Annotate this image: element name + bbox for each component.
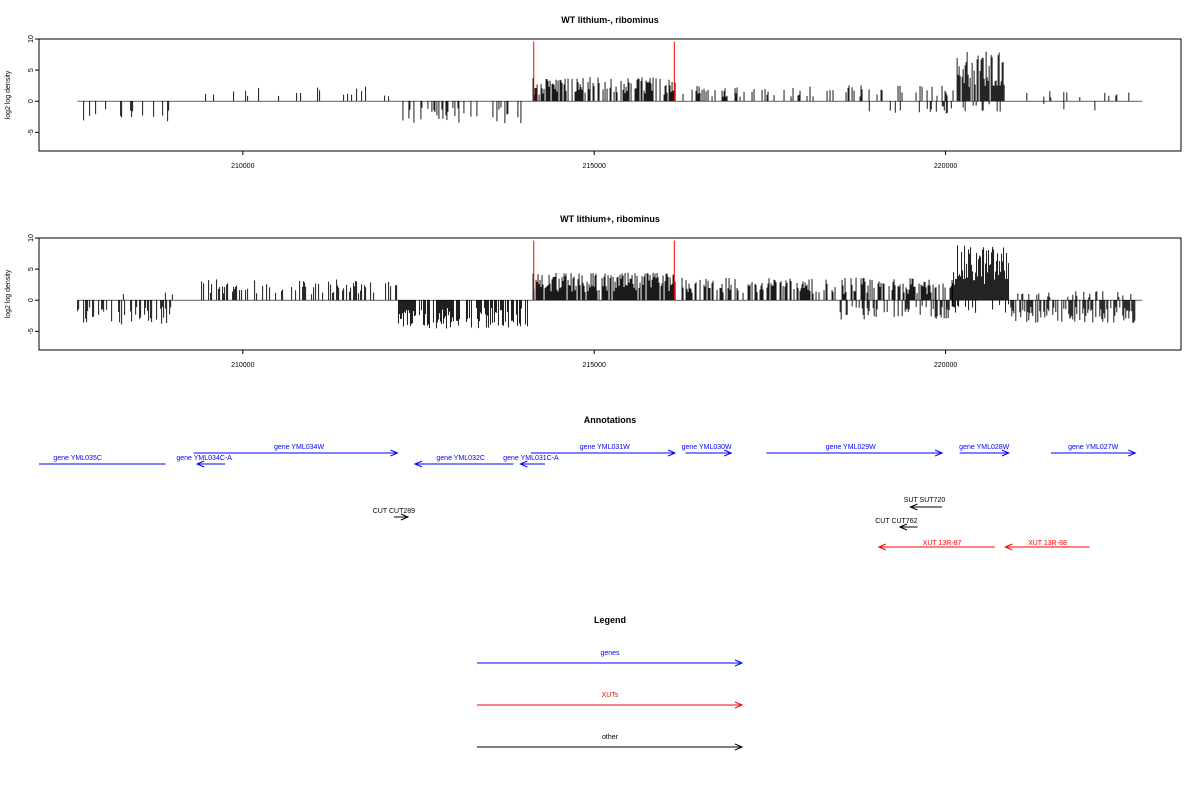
track-title: WT lithium+, ribominus (560, 214, 660, 224)
feature-arrowhead (898, 523, 908, 531)
legend-title: Legend (594, 615, 626, 625)
track-title: WT lithium-, ribominus (561, 15, 659, 25)
legend-label: XUTs (602, 692, 619, 699)
feature-arrowhead (934, 449, 944, 457)
feature-arrowhead (724, 449, 733, 457)
boundary-markers (533, 41, 675, 102)
plot-frame (38, 237, 1182, 351)
feature-arrowhead (877, 543, 887, 551)
y-axis: -5 0 5 10 (28, 234, 39, 334)
feature-sut-sut720: SUT SUT720 (904, 497, 946, 511)
feature-label: gene YML028W (959, 444, 1009, 451)
feature-label: XUT 13R-88 (1028, 540, 1067, 547)
legend-item-genes: genes (477, 650, 744, 667)
y-tick-label: 0 (28, 99, 35, 103)
feature-label: XUT 13R-87 (923, 540, 962, 547)
feature-arrowhead (667, 449, 677, 457)
feature-arrowhead (1004, 543, 1013, 551)
feature-arrowhead (909, 503, 918, 511)
y-tick-label: -5 (28, 328, 35, 334)
legend-arrowhead (734, 743, 744, 751)
feature-label: gene YML035C (53, 455, 102, 462)
annotations-panel: Annotations gene YML035C gene YML034C-Age… (39, 415, 1137, 551)
y-tick-label: -5 (28, 129, 35, 135)
feature-list: gene YML035C gene YML034C-A gene YML034W ge… (39, 444, 1137, 551)
legend-items: genes XUTs other (477, 650, 744, 751)
y-tick-label: 5 (28, 267, 35, 271)
x-tick-label: 220000 (934, 163, 957, 170)
feature-label: gene YML030W (682, 444, 732, 451)
boundary-markers (533, 240, 675, 301)
density-bars (77, 51, 1143, 124)
annotations-title: Annotations (584, 415, 637, 425)
x-axis: 210000 215000 220000 (231, 151, 957, 170)
feature-label: SUT SUT720 (904, 497, 946, 504)
feature-label: gene YML034W (274, 444, 324, 451)
feature-arrowhead (400, 513, 410, 521)
feature-gene-yml029w: gene YML029W (766, 444, 944, 457)
x-tick-label: 210000 (231, 163, 254, 170)
feature-gene-yml034c-a: gene YML034C-A (176, 455, 232, 468)
legend-label: genes (600, 650, 620, 657)
plot-frame (38, 38, 1182, 152)
feature-label: gene YML031C-A (503, 455, 559, 462)
y-tick-label: 10 (28, 234, 35, 242)
legend-arrowhead (734, 701, 744, 709)
legend-label: other (602, 734, 619, 741)
x-tick-label: 215000 (583, 362, 606, 369)
y-axis-label: log2 log density (5, 269, 12, 318)
feature-label: gene YML034C-A (176, 455, 232, 462)
legend-item-other: other (477, 734, 744, 751)
y-axis-label: log2 log density (5, 70, 12, 119)
feature-arrowhead (195, 460, 205, 468)
feature-label: gene YML027W (1068, 444, 1118, 451)
feature-label: gene YML031W (580, 444, 630, 451)
feature-gene-yml035c: gene YML035C (39, 455, 166, 465)
legend-item-xuts: XUTs (477, 692, 744, 709)
feature-label: CUT CUT762 (875, 518, 917, 525)
feature-xut-13r-87: XUT 13R-87 (877, 540, 995, 551)
feature-gene-yml030w: gene YML030W (682, 444, 733, 457)
x-axis: 210000 215000 220000 (231, 350, 957, 369)
feature-xut-13r-88: XUT 13R-88 (1004, 540, 1090, 551)
feature-arrowhead (390, 449, 399, 457)
track-lithium-plus: WT lithium+, ribominus log2 log density … (5, 214, 1182, 369)
y-tick-label: 0 (28, 298, 35, 302)
feature-label: CUT CUT289 (373, 508, 415, 515)
y-axis: -5 0 5 10 (28, 35, 39, 135)
feature-gene-yml028w: gene YML028W (959, 444, 1011, 457)
feature-arrowhead (519, 460, 528, 468)
y-tick-label: 10 (28, 35, 35, 43)
x-tick-label: 220000 (934, 362, 957, 369)
y-tick-label: 5 (28, 68, 35, 72)
feature-gene-yml031w: gene YML031W (530, 444, 677, 457)
feature-label: gene YML032C (436, 455, 485, 462)
x-tick-label: 210000 (231, 362, 254, 369)
feature-cut-cut289: CUT CUT289 (373, 508, 415, 521)
legend-arrowhead (734, 659, 744, 667)
feature-gene-yml034w: gene YML034W (193, 444, 399, 457)
feature-arrowhead (413, 460, 423, 468)
feature-gene-yml027w: gene YML027W (1050, 444, 1137, 457)
feature-gene-yml031c-a: gene YML031C-A (503, 455, 559, 468)
feature-arrowhead (1001, 449, 1011, 457)
x-tick-label: 215000 (583, 163, 606, 170)
feature-arrowhead (1128, 449, 1137, 457)
legend: Legend genes XUTs other (477, 615, 744, 751)
feature-label: gene YML029W (826, 444, 876, 451)
feature-cut-cut762: CUT CUT762 (875, 518, 918, 531)
density-bars (77, 245, 1143, 329)
track-lithium-minus: WT lithium-, ribominus log2 log density … (5, 15, 1182, 170)
feature-gene-yml032c: gene YML032C (413, 455, 514, 468)
